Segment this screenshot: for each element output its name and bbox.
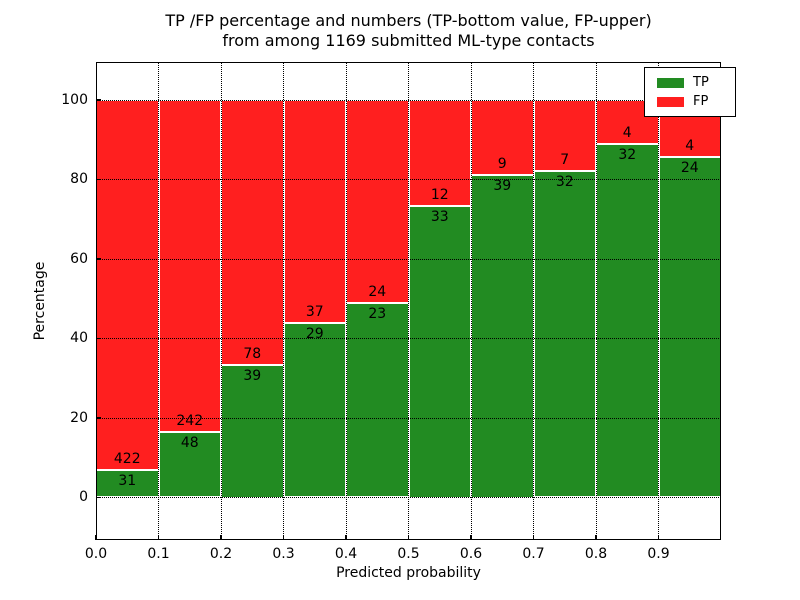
bar-label-fp: 24	[368, 283, 387, 300]
x-tick-label: 0.2	[209, 546, 233, 562]
bar-segment-fp	[471, 100, 534, 175]
y-tick-label: 60	[70, 250, 88, 267]
x-tick-label: 0.7	[522, 546, 545, 562]
bar-label-fp: 242	[176, 412, 204, 429]
y-tick-label: 80	[70, 171, 88, 187]
x-tick-mark	[220, 535, 222, 540]
x-tick-label: 0.4	[334, 546, 358, 562]
y-tick-mark	[96, 258, 101, 260]
bar-segment-fp	[221, 100, 284, 365]
bar-segment-tp	[596, 144, 659, 498]
bar-segment-tp	[96, 470, 159, 498]
bar-segment-tp	[533, 171, 596, 498]
bar-label-fp: 12	[430, 187, 449, 203]
gridline-vertical	[595, 62, 597, 540]
bar-segment-tp	[221, 365, 284, 498]
bar-label-fp: 9	[497, 155, 507, 172]
y-tick-label: 100	[61, 91, 88, 108]
legend-label-fp: FP	[693, 94, 709, 109]
bar-segment-tp	[346, 302, 409, 498]
gridline-vertical	[470, 62, 472, 540]
x-tick-mark	[595, 535, 597, 540]
gridline-vertical	[283, 62, 284, 540]
bar-label-tp: 24	[680, 159, 699, 176]
chart-title-line2: from among 1169 submitted ML-type contac…	[222, 31, 595, 50]
bar-segment-tp	[283, 322, 346, 498]
x-tick-label: 0.1	[147, 546, 170, 562]
bar-label-tp: 39	[493, 177, 512, 194]
bar-segment-fp	[283, 100, 346, 323]
y-tick-label: 40	[70, 330, 88, 346]
bar-segment-fp	[408, 100, 471, 206]
tp-swatch-icon	[657, 77, 684, 88]
bar-label-tp: 31	[118, 473, 137, 490]
gridline-vertical	[220, 62, 222, 540]
y-tick-label: 0	[79, 489, 88, 505]
bar-label-tp: 32	[618, 147, 637, 164]
bar-label-tp: 33	[430, 209, 449, 225]
x-axis-label: Predicted probability	[336, 565, 481, 581]
x-tick-mark	[157, 535, 160, 540]
bar-segment-tp	[471, 174, 534, 498]
chart-title-line1: TP /FP percentage and numbers (TP-bottom…	[165, 11, 652, 30]
bar-label-tp: 39	[243, 368, 262, 384]
bar-label-tp: 29	[305, 325, 324, 342]
bar-label-fp: 422	[113, 451, 141, 468]
y-tick-mark	[96, 337, 101, 340]
y-tick-label: 20	[70, 409, 88, 426]
legend-item-fp: FP	[657, 92, 727, 111]
bar-segment-fp	[96, 100, 159, 471]
gridline-vertical	[533, 62, 534, 540]
x-tick-label: 0.9	[647, 546, 670, 562]
y-tick-mark	[96, 178, 101, 181]
bar-segment-fp	[533, 100, 596, 172]
y-tick-mark	[96, 417, 101, 419]
plot-area: 31 422 48 242 39 78 29 37 23 24 33 12 39 9 32 7 32 4 24 4 T…	[95, 62, 736, 540]
x-tick-mark	[407, 535, 410, 540]
bar-segment-tp	[658, 156, 721, 498]
y-axis-label: Percentage	[32, 261, 48, 341]
bar-label-fp: 4	[685, 137, 695, 154]
bar-label-tp: 23	[368, 305, 387, 322]
bar-label-tp: 48	[180, 434, 199, 451]
legend-item-tp: TP	[657, 73, 727, 92]
x-tick-label: 0.8	[584, 546, 608, 562]
bar-label-tp: 32	[555, 174, 574, 191]
legend: TP FP	[644, 67, 736, 117]
x-tick-label: 0.6	[459, 546, 483, 562]
y-tick-mark	[96, 496, 101, 499]
x-tick-label: 0.0	[84, 546, 108, 562]
x-tick-mark	[95, 535, 97, 540]
gridline-vertical	[408, 62, 409, 540]
bar-label-fp: 78	[243, 346, 262, 362]
bar-label-fp: 37	[305, 303, 324, 320]
bar-label-fp: 4	[622, 125, 632, 142]
chart-title: TP /FP percentage and numbers (TP-bottom…	[96, 11, 721, 51]
bar-segment-fp	[158, 100, 221, 432]
legend-label-tp: TP	[693, 75, 709, 90]
x-tick-mark	[282, 535, 285, 540]
x-tick-label: 0.5	[397, 546, 420, 562]
x-tick-mark	[470, 535, 472, 540]
x-tick-mark	[657, 535, 660, 540]
bar-segment-fp	[346, 100, 409, 303]
gridline-vertical	[345, 62, 347, 540]
fp-swatch-icon	[657, 96, 684, 107]
x-tick-label: 0.3	[272, 546, 295, 562]
gridline-vertical	[658, 62, 659, 540]
x-tick-mark	[345, 535, 347, 540]
y-tick-mark	[96, 99, 101, 101]
bar-segment-tp	[408, 206, 471, 498]
gridline-vertical	[158, 62, 159, 540]
x-tick-mark	[532, 535, 535, 540]
bar-label-fp: 7	[560, 152, 570, 169]
